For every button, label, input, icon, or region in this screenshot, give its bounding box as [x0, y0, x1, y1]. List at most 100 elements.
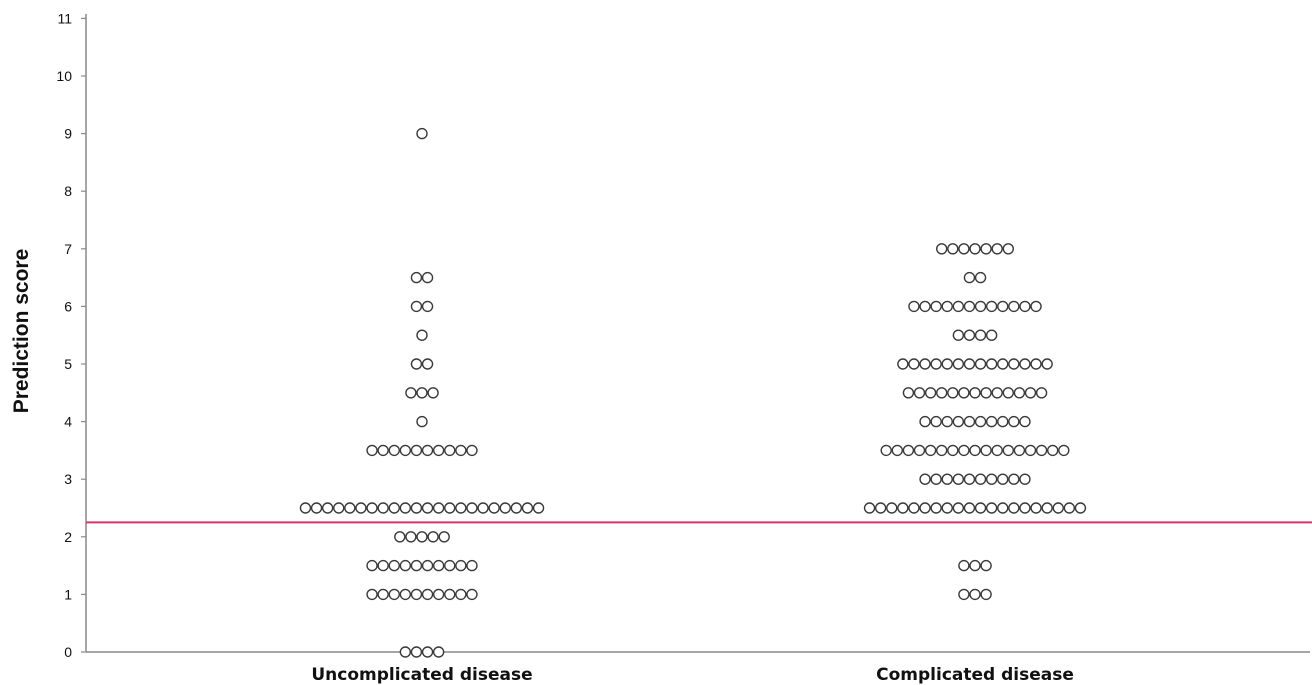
data-point — [919, 358, 931, 370]
data-point — [388, 559, 400, 572]
data-point — [1008, 415, 1020, 428]
data-point — [980, 243, 992, 255]
x-category-label: Complicated disease — [876, 665, 1074, 685]
data-point — [880, 444, 892, 457]
data-point — [377, 502, 389, 514]
data-point — [958, 588, 970, 601]
data-point — [1024, 444, 1037, 457]
data-point — [930, 502, 942, 514]
y-tick-label: 8 — [64, 183, 72, 199]
data-point — [1074, 502, 1087, 514]
data-point — [941, 415, 953, 428]
data-point — [963, 502, 976, 514]
data-point — [321, 502, 334, 514]
data-point — [521, 502, 534, 514]
data-point — [997, 415, 1009, 428]
data-point — [432, 559, 445, 572]
data-point — [432, 502, 445, 514]
data-points — [299, 127, 1087, 658]
data-point — [969, 588, 981, 601]
data-point — [930, 473, 942, 485]
data-point — [997, 358, 1009, 370]
x-category-label: Uncomplicated disease — [311, 665, 532, 685]
data-point — [963, 358, 976, 370]
data-point — [299, 502, 312, 514]
data-point — [985, 502, 998, 514]
data-point — [1008, 502, 1020, 514]
data-point — [399, 559, 412, 572]
data-point — [947, 387, 959, 399]
data-point — [1008, 358, 1020, 370]
data-point — [924, 387, 937, 399]
data-point — [952, 415, 965, 428]
data-point — [416, 387, 428, 399]
data-point — [985, 415, 998, 428]
data-point — [974, 300, 987, 313]
data-point — [952, 329, 965, 341]
data-point — [985, 300, 998, 313]
data-point — [416, 127, 428, 140]
y-axis-title-group: Prediction score — [10, 249, 33, 414]
data-point — [1002, 243, 1014, 255]
data-point — [897, 358, 909, 370]
data-point — [902, 444, 915, 457]
y-tick-label: 11 — [57, 10, 72, 26]
data-point — [991, 444, 1003, 457]
data-point — [980, 588, 992, 601]
data-point — [974, 473, 987, 485]
data-point — [466, 502, 478, 514]
data-point — [532, 502, 545, 514]
data-point — [1019, 473, 1031, 485]
data-point — [377, 588, 389, 601]
y-tick-label: 6 — [64, 298, 72, 314]
data-point — [410, 588, 423, 601]
data-point — [388, 444, 400, 457]
data-point — [366, 502, 378, 514]
data-point — [416, 531, 428, 543]
data-point — [416, 329, 428, 341]
data-point — [985, 473, 998, 485]
data-point — [355, 502, 367, 514]
data-point — [1019, 300, 1031, 313]
data-point — [963, 300, 976, 313]
data-point — [963, 271, 976, 284]
data-point — [366, 588, 378, 601]
data-point — [936, 444, 948, 457]
data-point — [958, 387, 970, 399]
data-point — [421, 300, 434, 313]
data-point — [405, 387, 417, 399]
data-point — [421, 271, 434, 284]
data-point — [980, 387, 992, 399]
data-point — [969, 387, 981, 399]
data-point — [421, 502, 434, 514]
data-point — [947, 444, 959, 457]
y-tick-label: 0 — [64, 644, 72, 660]
data-point — [908, 300, 920, 313]
data-point — [510, 502, 523, 514]
data-point — [421, 646, 434, 658]
data-point — [958, 559, 970, 572]
data-point — [1041, 358, 1053, 370]
data-point — [963, 329, 976, 341]
data-point — [913, 444, 926, 457]
data-point — [466, 444, 478, 457]
data-point — [952, 502, 965, 514]
data-point — [958, 243, 970, 255]
y-tick-label: 7 — [64, 241, 72, 257]
data-point — [410, 646, 423, 658]
data-point — [991, 387, 1003, 399]
data-point — [421, 588, 434, 601]
data-point — [421, 559, 434, 572]
data-point — [377, 559, 389, 572]
data-point — [1013, 444, 1026, 457]
data-point — [963, 473, 976, 485]
data-point — [969, 559, 981, 572]
data-point — [985, 329, 998, 341]
data-point — [1052, 502, 1064, 514]
data-point — [1046, 444, 1059, 457]
data-point — [941, 473, 953, 485]
y-tick-label: 4 — [64, 414, 72, 430]
data-point — [366, 444, 378, 457]
data-point — [1019, 415, 1031, 428]
data-point — [399, 502, 412, 514]
